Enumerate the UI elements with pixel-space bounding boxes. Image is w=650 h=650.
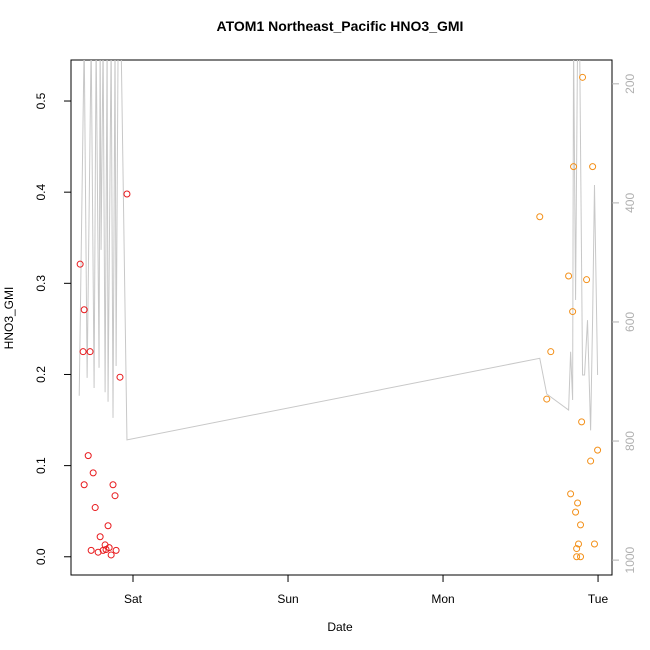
y-tick-label: 0.4 xyxy=(34,184,48,201)
y2-tick-label: 400 xyxy=(623,193,637,213)
point xyxy=(567,490,575,498)
point xyxy=(543,395,551,403)
point xyxy=(574,499,582,507)
y-tick-label: 0.1 xyxy=(34,457,48,474)
y-axis-label: HNO3_GMI xyxy=(2,287,16,350)
point xyxy=(107,551,115,559)
point xyxy=(587,457,595,465)
point xyxy=(547,348,555,356)
point xyxy=(589,163,597,171)
point xyxy=(96,533,104,541)
x-tick-label: Tue xyxy=(588,592,609,606)
point xyxy=(84,452,92,460)
point xyxy=(577,553,585,561)
point xyxy=(104,522,112,530)
point xyxy=(536,213,544,221)
point xyxy=(575,540,583,548)
point xyxy=(569,308,577,316)
point xyxy=(570,163,578,171)
point xyxy=(112,546,120,554)
point xyxy=(89,469,97,477)
point xyxy=(577,521,585,529)
y2-tick-label: 200 xyxy=(623,73,637,93)
y-tick-label: 0.0 xyxy=(34,548,48,565)
y2-tick-label: 1000 xyxy=(623,546,637,573)
x-tick-label: Sat xyxy=(124,592,143,606)
point xyxy=(79,348,87,356)
point xyxy=(579,73,587,81)
x-axis-label: Date xyxy=(327,620,353,634)
x-tick-label: Mon xyxy=(431,592,454,606)
point xyxy=(583,276,591,284)
y-tick-label: 0.5 xyxy=(34,92,48,109)
y2-tick-label: 800 xyxy=(623,431,637,451)
point xyxy=(111,492,119,500)
x-tick-label: Sun xyxy=(277,592,298,606)
point xyxy=(565,272,573,280)
y-tick-label: 0.2 xyxy=(34,366,48,383)
point xyxy=(594,446,602,454)
point xyxy=(91,504,99,512)
point xyxy=(573,553,581,561)
point xyxy=(87,546,95,554)
point xyxy=(105,544,113,552)
point xyxy=(76,260,84,268)
point xyxy=(573,545,581,553)
point xyxy=(80,306,88,314)
point xyxy=(109,481,117,489)
chart-title: ATOM1 Northeast_Pacific HNO3_GMI xyxy=(217,18,464,34)
y-tick-label: 0.3 xyxy=(34,275,48,292)
point xyxy=(123,190,131,198)
point xyxy=(116,373,124,381)
plot-area xyxy=(76,60,602,561)
line xyxy=(78,60,599,441)
point xyxy=(86,348,94,356)
plot-frame xyxy=(70,59,613,576)
point xyxy=(572,508,580,516)
point xyxy=(80,481,88,489)
y2-tick-label: 600 xyxy=(623,312,637,332)
point xyxy=(590,540,598,548)
point xyxy=(578,418,586,426)
